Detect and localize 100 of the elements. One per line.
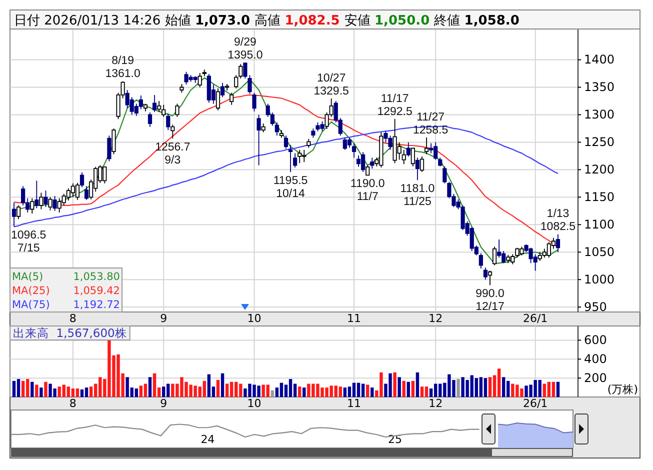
bar (488, 377, 492, 397)
candlestick (48, 196, 52, 211)
bar (270, 390, 274, 397)
bar (402, 380, 406, 397)
bar (420, 386, 424, 397)
candlestick (256, 114, 261, 166)
y-tick-label: 1350 (584, 80, 615, 94)
bar (144, 384, 148, 397)
candlestick (284, 135, 288, 150)
candlestick (488, 270, 492, 286)
x-tick-label: 8 (69, 312, 76, 325)
candlestick (279, 130, 284, 138)
candlestick (243, 62, 248, 79)
bar (148, 377, 152, 397)
candlestick (30, 198, 34, 214)
bar (139, 386, 143, 397)
bar (398, 377, 401, 397)
candlestick (39, 192, 44, 210)
x-tick-label: 11 (347, 312, 361, 325)
bar (216, 380, 220, 397)
bar (288, 379, 292, 397)
bar (207, 374, 211, 397)
bar (370, 388, 374, 397)
text: MA(25) 1,059.42 (12, 285, 120, 297)
annotation: 1096.5 7/15 (11, 230, 46, 255)
bar (338, 386, 342, 397)
y-tick-label: 400 (584, 352, 607, 366)
x-tick-label: 26/1 (522, 312, 548, 325)
bar (361, 384, 365, 397)
candlestick (306, 138, 311, 148)
annotation: 11/17 1292.5 (377, 92, 412, 118)
candlestick (202, 69, 206, 77)
x-tick-label: 10 (247, 312, 262, 325)
candlestick (157, 100, 162, 112)
candlestick (44, 190, 48, 208)
bar (356, 382, 360, 397)
bar (225, 384, 229, 397)
candlestick (347, 137, 352, 148)
candlestick (556, 234, 560, 253)
y-tick-label: 200 (584, 370, 607, 385)
bar (393, 372, 396, 397)
bar (134, 388, 138, 397)
y-tick-label: 1400 (584, 52, 615, 67)
candlestick (415, 157, 420, 181)
y-axis-title: (万株) (607, 383, 638, 396)
y-tick-label: 1250 (584, 135, 615, 150)
annotation: 1195.5 10/14 (273, 175, 308, 200)
bar (502, 377, 506, 397)
annotation: 11/27 1258.5 (412, 112, 448, 137)
chart-title: 出来高 1,567,600株 (13, 326, 127, 340)
bar (497, 368, 501, 397)
candlestick (238, 64, 243, 79)
candlestick (16, 204, 21, 220)
candlestick (506, 254, 510, 264)
bar (352, 382, 356, 397)
candlestick (402, 149, 406, 165)
annotation: 1190.0 11/7 (350, 178, 385, 204)
bar (89, 386, 93, 397)
x-tick-label: 9 (160, 312, 168, 325)
candlestick (442, 166, 447, 184)
y-tick-label: 1200 (584, 162, 615, 177)
annotation: 1181.0 11/25 (400, 183, 435, 208)
text: MA(5) 1,053.80 (12, 271, 120, 283)
bar (84, 388, 88, 397)
x-tick-label: 11 (347, 397, 361, 410)
annotation: 1/13 1082.5 (540, 208, 576, 234)
bar (547, 382, 551, 397)
y-tick-label: 600 (584, 333, 607, 348)
y-tick-label: 1300 (584, 108, 615, 122)
bar (456, 379, 460, 397)
candlestick (52, 196, 57, 212)
bar (162, 386, 166, 397)
candlestick (311, 128, 316, 138)
candlestick (298, 149, 302, 164)
candlestick (143, 103, 148, 112)
bar (366, 384, 370, 397)
candlestick (162, 104, 166, 118)
bar (71, 388, 75, 397)
bar (406, 382, 410, 397)
x-tick-label: 26/1 (522, 397, 548, 410)
candlestick (75, 182, 80, 200)
x-tick-label: 9 (160, 397, 168, 410)
x-tick-label: 12 (428, 397, 443, 410)
candlestick (370, 157, 374, 170)
bar (343, 388, 347, 397)
x-tick-label: 12 (428, 312, 443, 325)
annotation: 10/27 1329.5 (314, 72, 349, 98)
candlestick (112, 128, 116, 155)
candlestick (216, 88, 220, 111)
bar (411, 380, 415, 397)
bar (30, 382, 34, 397)
bar (202, 380, 206, 397)
bar (16, 379, 20, 397)
candlestick (274, 122, 279, 136)
candlestick (438, 157, 442, 167)
x-tick-label: 8 (69, 397, 76, 410)
candlestick (261, 123, 266, 133)
x-tick-label: 10 (247, 397, 262, 410)
candlestick (84, 186, 89, 200)
candlestick (180, 84, 184, 94)
